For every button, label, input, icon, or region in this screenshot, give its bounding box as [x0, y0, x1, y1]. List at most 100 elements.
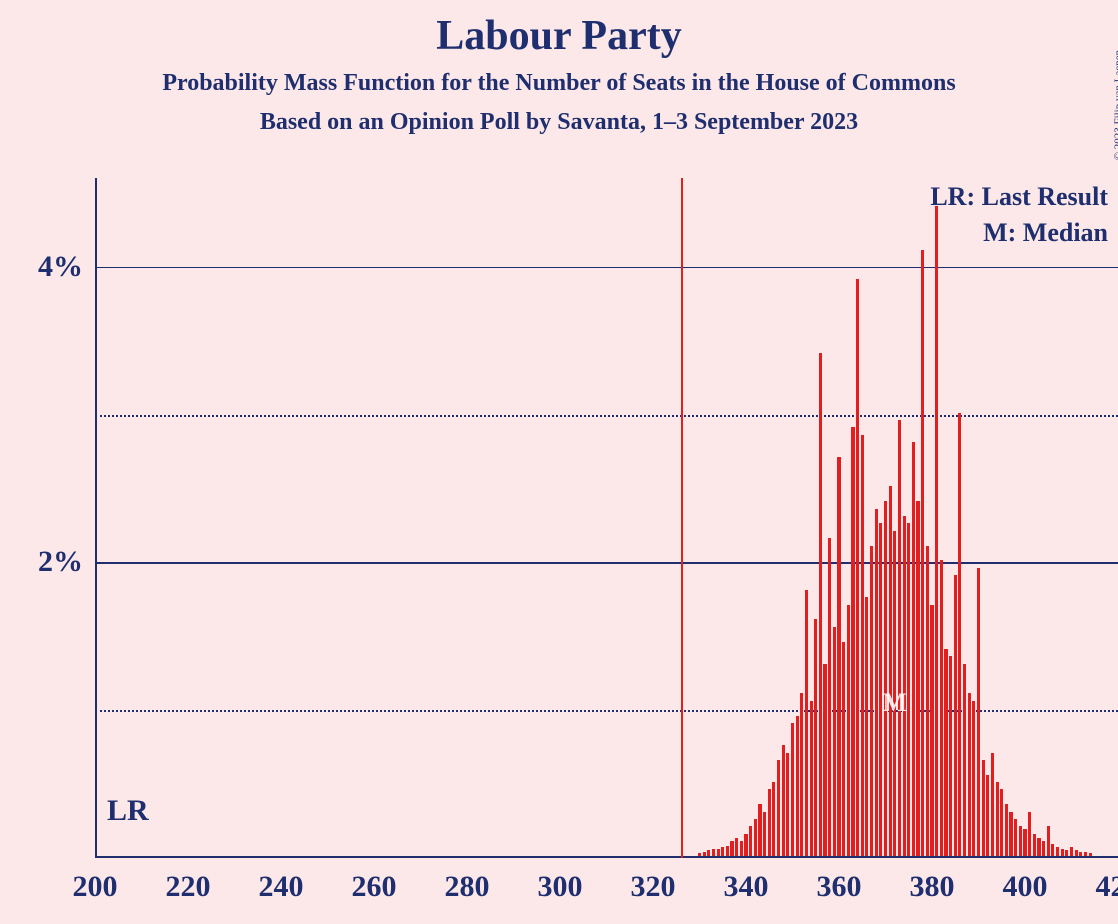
y-tick-label: 4%: [23, 250, 83, 284]
pmf-bar: [865, 597, 868, 856]
pmf-bar: [921, 250, 924, 856]
pmf-bar: [1042, 841, 1045, 856]
pmf-bar: [796, 716, 799, 856]
pmf-bar: [851, 427, 854, 856]
pmf-bar: [758, 804, 761, 856]
title-block: Labour Party Probability Mass Function f…: [0, 0, 1118, 136]
pmf-bar: [754, 819, 757, 856]
pmf-bar: [772, 782, 775, 856]
pmf-bar: [977, 568, 980, 856]
x-tick-label: 220: [166, 870, 211, 904]
pmf-bar: [1005, 804, 1008, 856]
pmf-bar: [1033, 834, 1036, 856]
pmf-bar: [842, 642, 845, 856]
pmf-bar: [744, 834, 747, 856]
pmf-bar: [1070, 847, 1073, 856]
pmf-bar: [949, 656, 952, 856]
x-axis: [95, 856, 1118, 858]
legend-m: M: Median: [930, 218, 1108, 248]
pmf-bar: [875, 509, 878, 856]
pmf-bar: [861, 435, 864, 856]
pmf-bar: [968, 693, 971, 856]
pmf-bar: [763, 812, 766, 856]
pmf-bar: [903, 516, 906, 856]
pmf-bar: [703, 852, 706, 856]
pmf-bar: [1028, 812, 1031, 856]
pmf-bar: [1084, 852, 1087, 856]
pmf-bar: [1000, 789, 1003, 856]
pmf-bar: [847, 605, 850, 856]
grid-major: [95, 562, 1118, 564]
y-axis: [95, 178, 97, 858]
pmf-bar: [986, 775, 989, 856]
pmf-bar: [991, 753, 994, 856]
pmf-bar: [972, 701, 975, 856]
pmf-bar: [735, 838, 738, 856]
pmf-bar: [717, 849, 720, 856]
x-tick-label: 260: [352, 870, 397, 904]
last-result-line: [681, 178, 683, 858]
pmf-bar: [837, 457, 840, 856]
pmf-bar: [730, 841, 733, 856]
pmf-bar: [712, 849, 715, 856]
pmf-bar: [749, 826, 752, 856]
pmf-bar: [958, 413, 961, 856]
pmf-bar: [944, 649, 947, 856]
pmf-bar: [828, 538, 831, 856]
pmf-bar: [907, 523, 910, 856]
pmf-bar: [954, 575, 957, 856]
x-tick-label: 420: [1096, 870, 1118, 904]
pmf-bar: [791, 723, 794, 856]
grid-major: [95, 267, 1118, 269]
x-tick-label: 300: [538, 870, 583, 904]
chart-subtitle-2: Based on an Opinion Poll by Savanta, 1–3…: [0, 109, 1118, 136]
x-tick-label: 360: [817, 870, 862, 904]
pmf-bar: [1019, 826, 1022, 856]
pmf-bar: [805, 590, 808, 856]
pmf-bar: [935, 206, 938, 856]
pmf-bar: [1051, 844, 1054, 856]
median-label: M: [883, 688, 908, 718]
pmf-bar: [777, 760, 780, 856]
pmf-bar: [1014, 819, 1017, 856]
pmf-bar: [768, 789, 771, 856]
pmf-bar: [810, 701, 813, 856]
x-tick-label: 240: [259, 870, 304, 904]
pmf-bar: [740, 841, 743, 856]
x-tick-label: 400: [1003, 870, 1048, 904]
pmf-bar: [786, 753, 789, 856]
pmf-chart: LR: Last Result M: Median 2%4%LRM: [95, 178, 1118, 858]
x-tick-label: 340: [724, 870, 769, 904]
pmf-bar: [1065, 850, 1068, 856]
lr-label: LR: [107, 794, 149, 828]
pmf-bar: [819, 353, 822, 856]
pmf-bar: [1047, 826, 1050, 856]
pmf-bar: [1037, 838, 1040, 856]
legend: LR: Last Result M: Median: [930, 182, 1108, 254]
x-axis-labels: 200220240260280300320340360380400420: [95, 870, 1118, 910]
pmf-bar: [1056, 847, 1059, 856]
grid-minor: [95, 415, 1118, 417]
x-tick-label: 320: [631, 870, 676, 904]
pmf-bar: [1009, 812, 1012, 856]
x-tick-label: 200: [73, 870, 118, 904]
pmf-bar: [1075, 850, 1078, 856]
y-tick-label: 2%: [23, 545, 83, 579]
pmf-bar: [833, 627, 836, 856]
pmf-bar: [1089, 853, 1092, 856]
pmf-bar: [996, 782, 999, 856]
x-tick-label: 280: [445, 870, 490, 904]
pmf-bar: [889, 486, 892, 856]
pmf-bar: [916, 501, 919, 856]
pmf-bar: [870, 546, 873, 856]
pmf-bar: [814, 619, 817, 856]
pmf-bar: [1079, 852, 1082, 856]
pmf-bar: [707, 850, 710, 856]
x-tick-label: 380: [910, 870, 955, 904]
copyright-text: © 2023 Filip van Laenen: [1112, 50, 1118, 160]
pmf-bar: [698, 853, 701, 856]
pmf-bar: [982, 760, 985, 856]
pmf-bar: [930, 605, 933, 856]
pmf-bar: [721, 847, 724, 856]
pmf-bar: [856, 279, 859, 856]
